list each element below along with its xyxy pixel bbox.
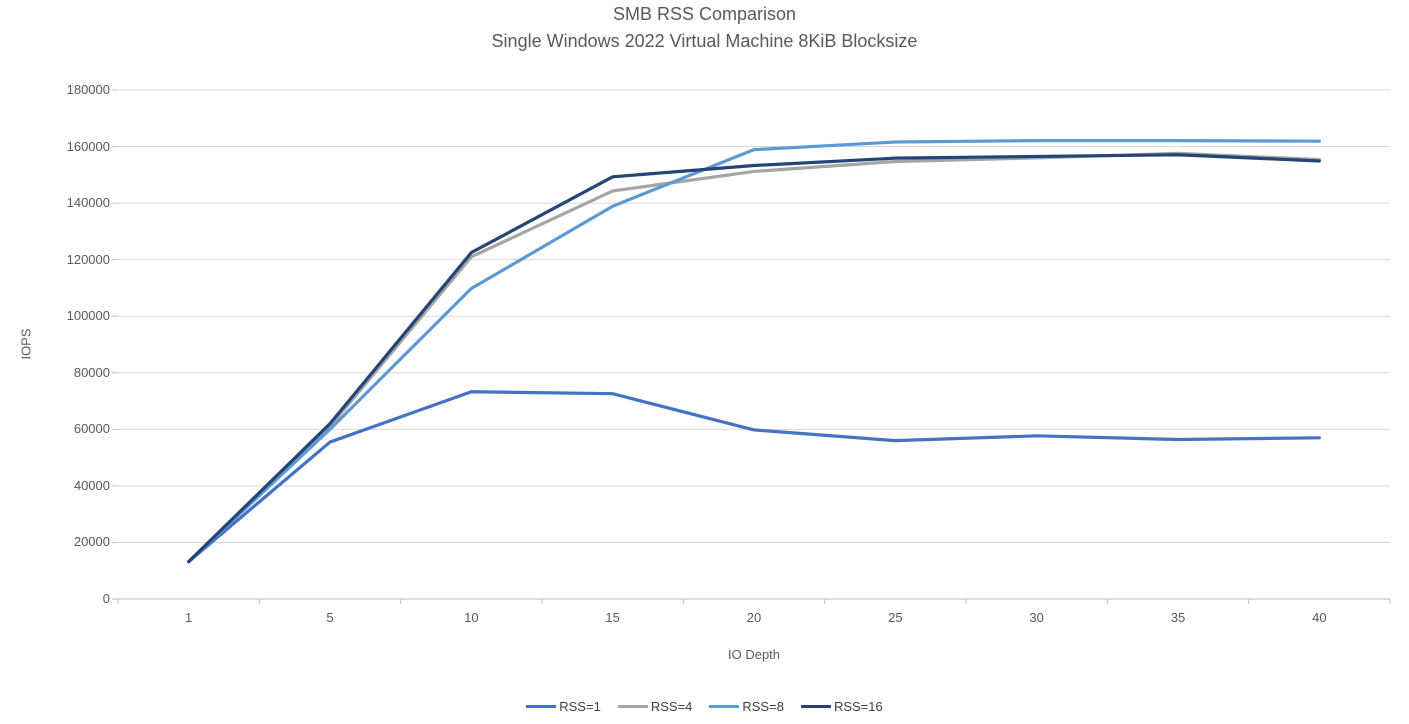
legend-label: RSS=1 <box>559 699 601 714</box>
x-tick-label: 20 <box>746 610 762 625</box>
legend-label: RSS=16 <box>833 699 883 714</box>
y-tick-label: 80000 <box>73 364 110 380</box>
y-axis-title: IOPS <box>18 328 34 360</box>
y-tick-label: 20000 <box>73 534 110 550</box>
x-tick-label: 10 <box>464 610 479 625</box>
series-line-rss-4 <box>187 151 1321 564</box>
x-tick-label: 25 <box>888 610 903 625</box>
x-tick-label: 40 <box>1312 610 1327 625</box>
x-tick-label: 5 <box>326 610 334 625</box>
x-tick-label: 30 <box>1029 610 1044 625</box>
chart-title: SMB RSS Comparison <box>612 4 797 24</box>
y-tick-label: 40000 <box>73 477 110 493</box>
x-axis-title: IO Depth <box>727 647 781 662</box>
legend-line-swatch <box>526 705 557 708</box>
legend-item-rss-1: RSS=1 <box>526 699 601 714</box>
y-tick-label: 180000 <box>66 82 110 97</box>
chart-legend: RSS=1 RSS=4 RSS=8 RSS=16 <box>0 699 1409 714</box>
legend-line-swatch <box>800 705 831 708</box>
series-line-rss-1 <box>187 390 1321 564</box>
legend-line-swatch <box>709 705 740 708</box>
y-tick-label: 120000 <box>66 251 110 267</box>
legend-label: RSS=4 <box>650 699 693 714</box>
series-line-rss-8 <box>187 139 1321 564</box>
legend-item-rss-8: RSS=8 <box>709 699 784 714</box>
x-tick-label: 15 <box>605 610 620 625</box>
x-tick-label: 1 <box>185 610 193 625</box>
chart-subtitle: Single Windows 2022 Virtual Machine 8KiB… <box>491 31 918 51</box>
series-line-rss-16 <box>187 153 1321 564</box>
legend-line-swatch <box>617 705 648 708</box>
legend-item-rss-4: RSS=4 <box>617 699 693 714</box>
y-tick-label: 100000 <box>66 308 110 324</box>
legend-label: RSS=8 <box>742 699 784 714</box>
y-tick-label: 0 <box>102 591 110 606</box>
legend-item-rss-16: RSS=16 <box>800 699 883 714</box>
y-tick-label: 140000 <box>66 195 110 211</box>
y-tick-label: 60000 <box>73 421 110 437</box>
x-tick-label: 35 <box>1170 610 1186 625</box>
y-tick-label: 160000 <box>66 138 110 154</box>
